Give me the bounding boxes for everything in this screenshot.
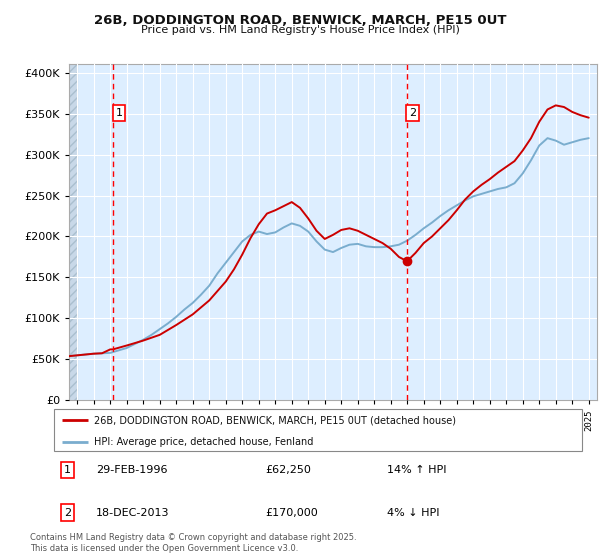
- Text: HPI: Average price, detached house, Fenland: HPI: Average price, detached house, Fenl…: [94, 437, 313, 446]
- Text: 2: 2: [409, 108, 416, 118]
- Text: 26B, DODDINGTON ROAD, BENWICK, MARCH, PE15 0UT: 26B, DODDINGTON ROAD, BENWICK, MARCH, PE…: [94, 14, 506, 27]
- Text: 29-FEB-1996: 29-FEB-1996: [96, 465, 168, 475]
- Text: £170,000: £170,000: [265, 507, 318, 517]
- Text: 4% ↓ HPI: 4% ↓ HPI: [386, 507, 439, 517]
- Text: Contains HM Land Registry data © Crown copyright and database right 2025.
This d: Contains HM Land Registry data © Crown c…: [30, 533, 356, 553]
- Text: 2: 2: [64, 507, 71, 517]
- Polygon shape: [69, 64, 77, 400]
- Text: 14% ↑ HPI: 14% ↑ HPI: [386, 465, 446, 475]
- Text: 26B, DODDINGTON ROAD, BENWICK, MARCH, PE15 0UT (detached house): 26B, DODDINGTON ROAD, BENWICK, MARCH, PE…: [94, 415, 455, 425]
- Text: £62,250: £62,250: [265, 465, 311, 475]
- FancyBboxPatch shape: [54, 409, 582, 451]
- Text: 1: 1: [115, 108, 122, 118]
- Text: Price paid vs. HM Land Registry's House Price Index (HPI): Price paid vs. HM Land Registry's House …: [140, 25, 460, 35]
- Text: 1: 1: [64, 465, 71, 475]
- Text: 18-DEC-2013: 18-DEC-2013: [96, 507, 170, 517]
